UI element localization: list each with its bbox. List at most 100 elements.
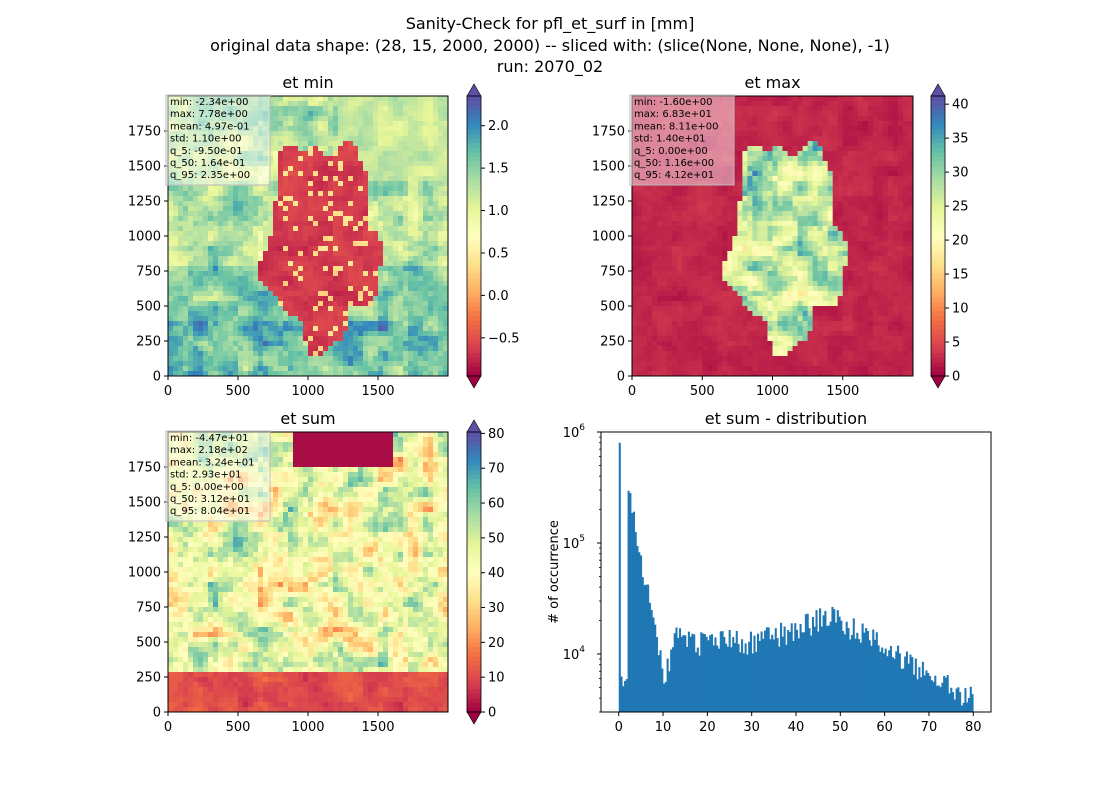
heatmap-cell xyxy=(313,156,319,162)
heatmap-cell xyxy=(213,101,219,107)
heatmap-cell xyxy=(647,291,653,297)
colorbar-step xyxy=(467,315,481,321)
heatmap-cell xyxy=(657,241,663,247)
heatmap-cell xyxy=(702,206,708,212)
heatmap-cell xyxy=(278,256,284,262)
heatmap-cell xyxy=(398,106,404,112)
heatmap-cell xyxy=(398,276,404,282)
heatmap-cell xyxy=(358,241,364,247)
heatmap-cell xyxy=(398,101,404,107)
heatmap-cell xyxy=(273,331,279,337)
heatmap-cell xyxy=(348,311,354,317)
heatmap-cell xyxy=(318,111,324,117)
heatmap-cell xyxy=(283,166,289,172)
heatmap-cell xyxy=(732,221,738,227)
heatmap-cell xyxy=(288,341,294,347)
heatmap-cell xyxy=(697,191,703,197)
heatmap-cell xyxy=(762,331,768,337)
heatmap-cell xyxy=(183,321,189,327)
heatmap-cell xyxy=(173,346,179,352)
heatmap-cell xyxy=(428,276,434,282)
heatmap-cell xyxy=(178,151,184,157)
heatmap-cell xyxy=(333,256,339,262)
heatmap-cell xyxy=(313,361,319,367)
heatmap-cell xyxy=(243,326,249,332)
heatmap-cell xyxy=(737,111,743,117)
heatmap-cell xyxy=(632,171,638,177)
colorbar-step xyxy=(467,366,481,372)
heatmap-cell xyxy=(637,246,643,252)
heatmap-cell xyxy=(268,276,274,282)
heatmap-cell xyxy=(727,266,733,272)
heatmap-cell xyxy=(443,326,449,332)
heatmap-cell xyxy=(642,316,648,322)
heatmap-cell xyxy=(323,346,329,352)
heatmap-cell xyxy=(752,366,758,372)
heatmap-cell xyxy=(647,191,653,197)
heatmap-cell xyxy=(438,256,444,262)
heatmap-cell xyxy=(672,306,678,312)
heatmap-cell xyxy=(368,256,374,262)
heatmap-cell xyxy=(353,216,359,222)
heatmap-cell xyxy=(652,361,658,367)
heatmap-cell xyxy=(672,366,678,372)
heatmap-cell xyxy=(318,301,324,307)
panel-title: et min xyxy=(282,73,333,92)
heatmap-cell xyxy=(238,171,244,177)
heatmap-cell xyxy=(298,111,304,117)
y-tick-label: 250 xyxy=(136,335,161,350)
heatmap-cell xyxy=(288,226,294,232)
heatmap-cell xyxy=(383,136,389,142)
colorbar-step xyxy=(467,301,481,307)
heatmap-cell xyxy=(278,206,284,212)
heatmap-cell xyxy=(233,191,239,197)
heatmap-cell xyxy=(268,186,274,192)
heatmap-cell xyxy=(672,131,678,137)
heatmap-cell xyxy=(193,256,199,262)
heatmap-cell xyxy=(717,171,723,177)
heatmap-cell xyxy=(712,141,718,147)
heatmap-cell xyxy=(762,186,768,192)
stats-line: max: 7.78e+00 xyxy=(170,109,248,120)
heatmap-cell xyxy=(243,136,249,142)
heatmap-cell xyxy=(333,146,339,152)
heatmap-cell xyxy=(373,221,379,227)
heatmap-cell xyxy=(328,366,334,372)
heatmap-cell xyxy=(747,356,753,362)
heatmap-cell xyxy=(258,196,264,202)
heatmap-cell xyxy=(697,251,703,257)
heatmap-cell xyxy=(338,101,344,107)
heatmap-cell xyxy=(218,371,224,377)
heatmap-cell xyxy=(418,106,424,112)
heatmap-cell xyxy=(273,276,279,282)
heatmap-cell xyxy=(348,246,354,252)
heatmap-cell xyxy=(248,266,254,272)
heatmap-cell xyxy=(283,211,289,217)
heatmap-cell xyxy=(662,201,668,207)
heatmap-cell xyxy=(213,246,219,252)
heatmap-cell xyxy=(258,346,264,352)
heatmap-cell xyxy=(343,301,349,307)
heatmap-cell xyxy=(363,316,369,322)
heatmap-cell xyxy=(722,141,728,147)
heatmap-cell xyxy=(183,206,189,212)
heatmap-cell xyxy=(393,321,399,327)
heatmap-cell xyxy=(293,216,299,222)
heatmap-cell xyxy=(732,126,738,132)
heatmap-cell xyxy=(318,291,324,297)
heatmap-cell xyxy=(702,316,708,322)
heatmap-cell xyxy=(732,226,738,232)
heatmap-cell xyxy=(413,256,419,262)
heatmap-cell xyxy=(238,316,244,322)
heatmap-cell xyxy=(637,151,643,157)
heatmap-cell xyxy=(717,286,723,292)
heatmap-cell xyxy=(333,301,339,307)
heatmap-cell xyxy=(388,136,394,142)
heatmap-cell xyxy=(243,341,249,347)
heatmap-cell xyxy=(777,271,783,277)
heatmap-cell xyxy=(328,346,334,352)
heatmap-cell xyxy=(767,276,773,282)
heatmap-cell xyxy=(218,191,224,197)
heatmap-cell xyxy=(373,326,379,332)
heatmap-cell xyxy=(403,316,409,322)
